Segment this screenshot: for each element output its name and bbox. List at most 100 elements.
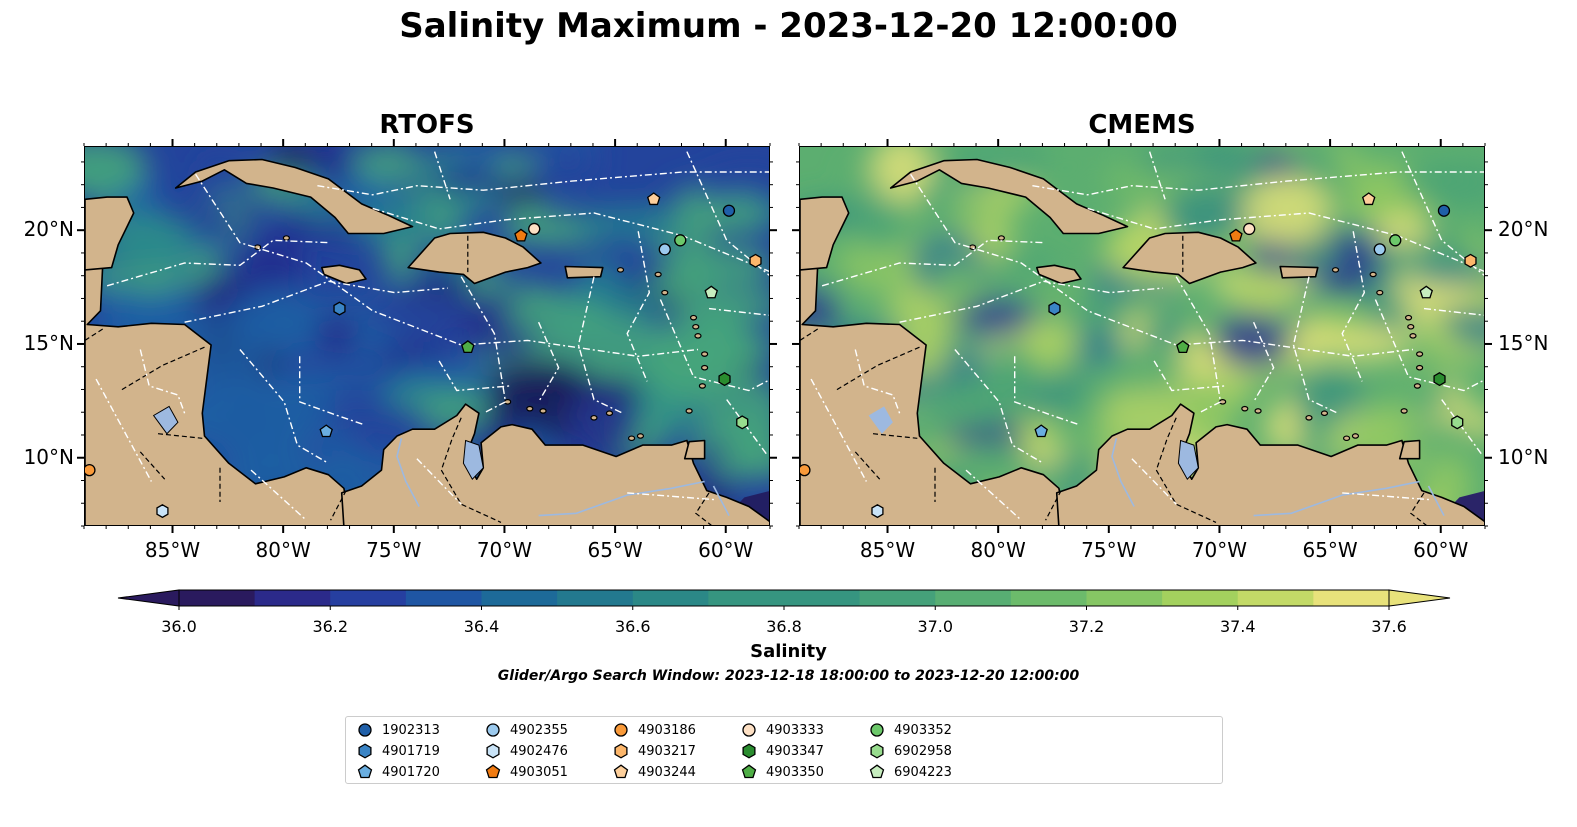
- legend-label: 4902476: [510, 743, 568, 759]
- float-legend: 1902313 4901719 4901720 4902355 4902476 49030…: [345, 716, 1223, 784]
- eez-boundary: [1032, 171, 1484, 196]
- eez-boundary: [460, 276, 507, 414]
- float-marker-4901720: [1034, 424, 1048, 438]
- float-marker-4903347: [1433, 372, 1446, 387]
- landmass: [321, 264, 367, 285]
- circle-marker-icon: [870, 723, 884, 737]
- lon-tick-label: 60°W: [1413, 538, 1469, 562]
- salinity-field: [85, 147, 769, 525]
- legend-marker-4903333: [742, 723, 756, 737]
- legend-entry: 4903051: [484, 763, 568, 781]
- eez-boundary: [433, 151, 451, 200]
- colorbar-tick-label: 37.0: [917, 617, 954, 636]
- rtofs-map-panel[interactable]: [84, 146, 770, 526]
- lake: [1177, 439, 1199, 481]
- island: [692, 323, 700, 330]
- eez-boundary: [910, 173, 1414, 358]
- eez-boundary: [965, 469, 1022, 521]
- river: [712, 485, 730, 516]
- eez-boundary: [95, 378, 153, 482]
- figure-title: Salinity Maximum - 2023-12-20 12:00:00: [399, 6, 1178, 46]
- axis-ticks: [77, 139, 1492, 533]
- lake: [868, 406, 893, 434]
- float-marker-4903350: [461, 340, 475, 353]
- legend-marker-6902958: [870, 743, 884, 759]
- island: [1342, 435, 1351, 442]
- island: [701, 364, 709, 371]
- legend-label: 6904223: [894, 764, 952, 780]
- landmass: [1122, 231, 1257, 285]
- colorbar-tick-label: 36.8: [766, 617, 802, 636]
- hexagon-marker-icon: [742, 743, 756, 759]
- float-marker-4903051: [1229, 228, 1243, 242]
- country-border: [139, 451, 166, 480]
- float-marker-4903352: [674, 234, 687, 247]
- colorbar-segment: [557, 590, 634, 606]
- eez-boundary: [139, 349, 186, 414]
- island: [654, 271, 662, 278]
- river: [538, 480, 705, 517]
- eez-boundary: [537, 321, 560, 403]
- landmass: [800, 264, 1066, 525]
- eez-boundary: [195, 173, 699, 358]
- lat-tick-label: 10°N: [1498, 444, 1549, 469]
- legend-marker-4903051: [485, 764, 501, 779]
- panel-title-rtofs: RTOFS: [379, 110, 475, 140]
- legend-entry: 4903350: [740, 763, 824, 781]
- landmass: [1398, 439, 1421, 460]
- colorbar-segment: [254, 590, 331, 606]
- float-marker-4903244: [646, 192, 661, 206]
- eez-boundary: [298, 356, 365, 426]
- colorbar-segment: [632, 590, 709, 606]
- river: [1253, 480, 1420, 517]
- legend-entry: 4903217: [612, 742, 696, 760]
- eez-boundary: [1341, 231, 1366, 382]
- legend-marker-4903217: [614, 743, 628, 759]
- float-marker-6902958: [1451, 415, 1464, 430]
- landmass: [85, 196, 135, 271]
- country-border: [694, 492, 712, 525]
- eez-boundary: [1441, 399, 1483, 455]
- legend-entry: 4902355: [484, 721, 568, 739]
- island: [616, 267, 625, 273]
- legend-marker-4903352: [870, 723, 884, 737]
- eez-boundary: [184, 280, 448, 323]
- eez-boundary: [1292, 276, 1338, 414]
- lake: [462, 439, 484, 481]
- colorbar-segment: [1086, 590, 1163, 606]
- island: [1376, 289, 1384, 296]
- legend-entry: 4901720: [356, 763, 440, 781]
- float-marker-1902313: [1437, 204, 1451, 217]
- island: [1241, 405, 1249, 412]
- colorbar-segment: [1010, 590, 1088, 606]
- lat-tick-label: 20°N: [1498, 217, 1549, 242]
- landmass: [800, 196, 850, 271]
- island: [1320, 410, 1329, 417]
- river: [396, 438, 420, 507]
- lat-tick-label: 15°N: [1498, 330, 1549, 355]
- colorbar-tick-label: 37.4: [1219, 617, 1256, 636]
- legend-entry: 4903244: [612, 763, 696, 781]
- legend-entry: 4903333: [740, 721, 824, 739]
- island: [526, 405, 534, 412]
- island: [1369, 271, 1377, 278]
- pentagon-marker-icon: [869, 764, 885, 779]
- legend-label: 6902958: [894, 743, 952, 759]
- lon-tick-label: 60°W: [698, 538, 754, 562]
- colorbar-tick-label: 36.0: [161, 617, 197, 636]
- landmass: [174, 158, 414, 235]
- cmems-map-panel[interactable]: [799, 146, 1485, 526]
- lon-tick-label: 85°W: [144, 538, 201, 562]
- eez-boundary: [854, 349, 901, 414]
- legend-label: 4903217: [638, 743, 696, 759]
- colorbar-tick-label: 36.6: [614, 617, 651, 636]
- float-marker-4903352: [1389, 234, 1402, 247]
- legend-marker-4903347: [742, 743, 756, 759]
- float-marker-4903186: [85, 463, 96, 477]
- legend-marker-4903350: [741, 764, 757, 779]
- legend-label: 4901720: [382, 764, 440, 780]
- float-marker-4903051: [514, 228, 528, 242]
- colorbar-segment: [1313, 590, 1390, 606]
- eez-boundary: [1087, 207, 1484, 273]
- pentagon-marker-icon: [357, 764, 373, 779]
